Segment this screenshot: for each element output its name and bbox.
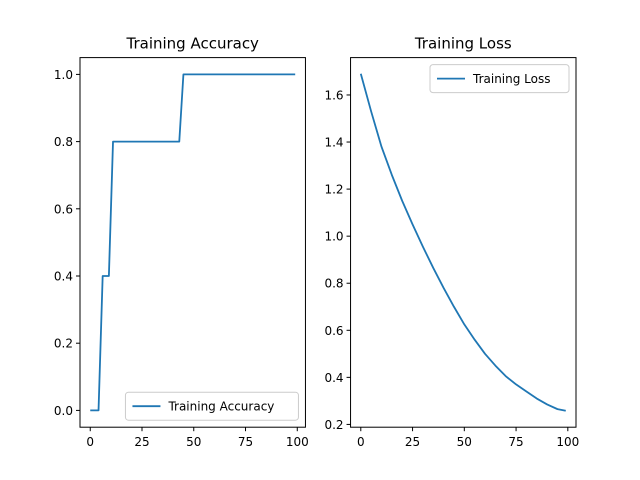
x-tick-label: 100 — [556, 435, 579, 449]
x-tick-label: 75 — [238, 435, 253, 449]
chart-title: Training Loss — [414, 35, 512, 53]
y-tick-label: 1.0 — [54, 68, 73, 82]
x-tick-label: 0 — [86, 435, 94, 449]
y-tick-label: 1.6 — [324, 88, 343, 102]
x-tick-label: 50 — [186, 435, 201, 449]
chart-panel-1: Training Accuracy 0 25 50 75 100 0.0 0.2 0.4 0.6 0… — [54, 35, 309, 450]
x-tick-label: 25 — [134, 435, 149, 449]
legend: Training Loss — [429, 64, 570, 94]
chart-title: Training Accuracy — [126, 35, 260, 53]
y-tick-label: 1.2 — [324, 183, 343, 197]
y-tick-label: 0.2 — [324, 418, 343, 432]
x-tick-label: 25 — [405, 435, 420, 449]
chart-panel-2: Training Loss 0 25 50 75 100 0.2 0.4 0.6 0.8 1.0 1.… — [324, 35, 579, 450]
legend-box — [124, 391, 299, 421]
y-tick-label: 0.6 — [54, 202, 73, 216]
axes-frame — [350, 57, 577, 428]
y-tick-label: 1.0 — [324, 230, 343, 244]
x-tick-label: 100 — [286, 435, 309, 449]
legend: Training Accuracy — [124, 391, 299, 421]
x-tick-label: 50 — [457, 435, 472, 449]
y-tick-label: 0.0 — [54, 404, 73, 418]
y-tick-label: 0.2 — [54, 337, 73, 351]
x-tick-label: 0 — [357, 435, 365, 449]
legend-label: Training Loss — [472, 72, 550, 86]
series-line — [359, 73, 566, 412]
legend-box — [429, 64, 570, 94]
series-line — [90, 73, 296, 412]
y-tick-label: 0.6 — [324, 324, 343, 338]
y-tick-label: 0.8 — [54, 135, 73, 149]
y-tick-label: 0.8 — [324, 277, 343, 291]
axes-frame — [79, 57, 306, 428]
legend-label: Training Accuracy — [167, 400, 274, 414]
x-tick-label: 75 — [508, 435, 523, 449]
y-tick-label: 0.4 — [54, 270, 73, 284]
y-tick-label: 0.4 — [324, 371, 343, 385]
y-tick-label: 1.4 — [324, 136, 343, 150]
